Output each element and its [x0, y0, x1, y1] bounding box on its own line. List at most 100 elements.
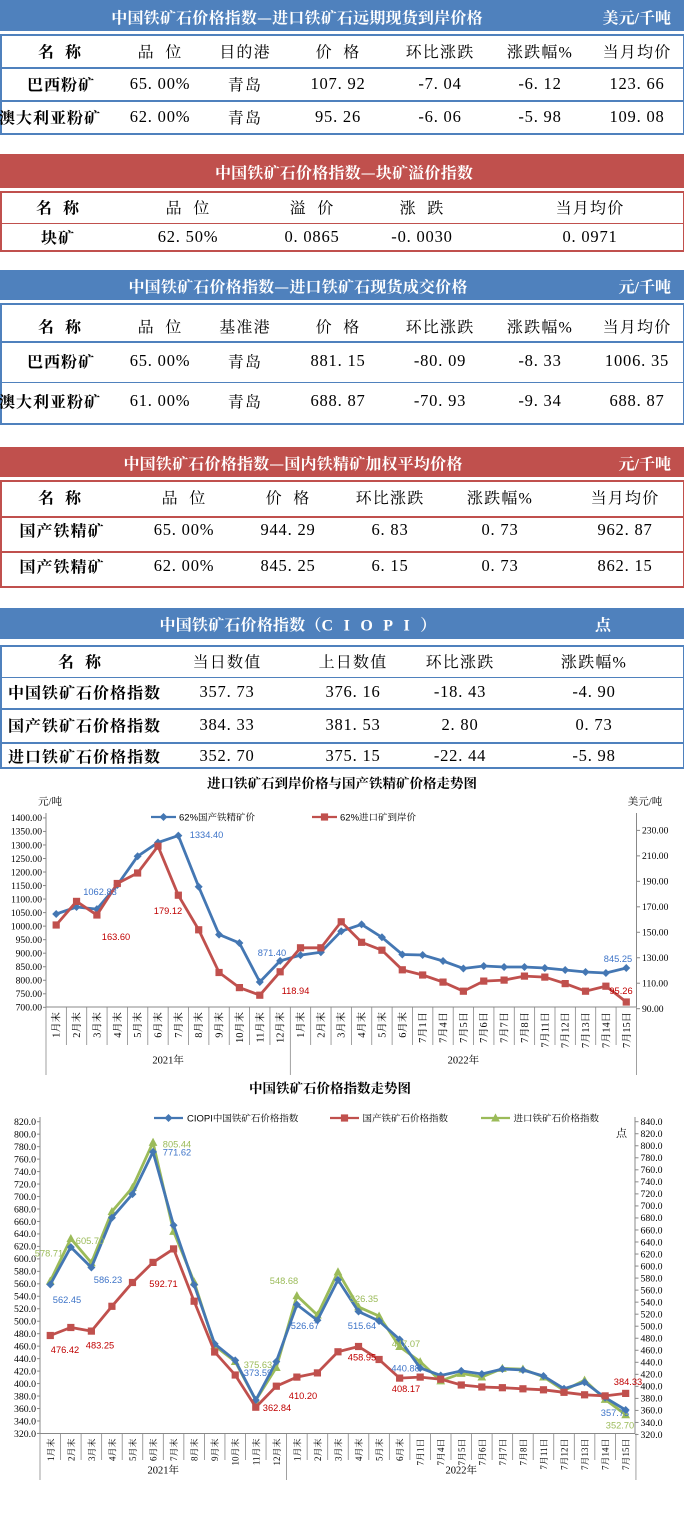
svg-text:7月15日: 7月15日: [619, 1439, 632, 1471]
svg-text:526.35: 526.35: [350, 1294, 378, 1304]
svg-text:373.59: 373.59: [244, 1368, 272, 1378]
svg-text:480.0: 480.0: [14, 1329, 36, 1340]
svg-text:7月13日: 7月13日: [577, 1012, 592, 1048]
svg-text:740.0: 740.0: [14, 1167, 36, 1178]
svg-text:562.45: 562.45: [53, 1295, 81, 1305]
svg-text:800.0: 800.0: [14, 1129, 36, 1140]
svg-text:7月末: 7月末: [167, 1439, 180, 1462]
svg-text:780.0: 780.0: [14, 1142, 36, 1153]
svg-text:1月末: 1月末: [44, 1439, 57, 1462]
svg-text:620.0: 620.0: [14, 1242, 36, 1253]
svg-text:760.0: 760.0: [14, 1154, 36, 1165]
svg-text:5月末: 5月末: [373, 1439, 386, 1462]
svg-text:440.88: 440.88: [391, 1364, 419, 1374]
svg-text:480.0: 480.0: [641, 1334, 663, 1345]
svg-text:410.20: 410.20: [289, 1391, 317, 1401]
svg-text:660.0: 660.0: [641, 1225, 663, 1236]
svg-text:580.0: 580.0: [14, 1267, 36, 1278]
svg-text:7月末: 7月末: [170, 1012, 185, 1038]
svg-text:1100.00: 1100.00: [11, 894, 42, 905]
svg-text:600.0: 600.0: [14, 1254, 36, 1265]
svg-text:10月末: 10月末: [229, 1439, 242, 1466]
svg-text:384.33: 384.33: [614, 1377, 642, 1387]
svg-text:771.62: 771.62: [163, 1148, 191, 1158]
svg-text:700.00: 700.00: [16, 1003, 43, 1014]
svg-text:805.44: 805.44: [163, 1140, 191, 1150]
svg-text:500.0: 500.0: [641, 1322, 663, 1333]
svg-text:447.07: 447.07: [392, 1339, 420, 1349]
svg-text:元/吨: 元/吨: [38, 794, 62, 809]
svg-text:6月末: 6月末: [149, 1012, 164, 1038]
svg-text:500.0: 500.0: [14, 1317, 36, 1328]
svg-text:820.0: 820.0: [14, 1117, 36, 1128]
svg-text:560.0: 560.0: [14, 1279, 36, 1290]
svg-text:440.0: 440.0: [641, 1358, 663, 1369]
svg-text:4月末: 4月末: [352, 1439, 365, 1462]
svg-text:780.0: 780.0: [641, 1153, 663, 1164]
svg-text:1300.00: 1300.00: [11, 840, 42, 851]
svg-text:700.0: 700.0: [14, 1192, 36, 1203]
svg-text:2月末: 2月末: [312, 1012, 327, 1038]
svg-text:1000.00: 1000.00: [11, 921, 42, 932]
svg-text:1月末: 1月末: [290, 1439, 303, 1462]
svg-text:7月13日: 7月13日: [578, 1439, 591, 1471]
svg-text:7月12日: 7月12日: [558, 1439, 571, 1471]
svg-text:170.00: 170.00: [642, 902, 669, 913]
svg-text:国产铁矿石价格指数: 国产铁矿石价格指数: [363, 1111, 449, 1125]
svg-text:9月末: 9月末: [208, 1439, 221, 1462]
svg-text:340.0: 340.0: [14, 1416, 36, 1427]
svg-text:540.0: 540.0: [14, 1292, 36, 1303]
svg-text:美元/吨: 美元/吨: [628, 794, 663, 809]
svg-text:840.0: 840.0: [641, 1117, 663, 1128]
svg-text:6月末: 6月末: [147, 1439, 160, 1462]
svg-text:800.0: 800.0: [641, 1141, 663, 1152]
svg-text:7月4日: 7月4日: [435, 1012, 450, 1043]
svg-text:进口铁矿石价格指数: 进口铁矿石价格指数: [514, 1111, 600, 1125]
svg-text:440.0: 440.0: [14, 1354, 36, 1365]
svg-text:460.0: 460.0: [641, 1346, 663, 1357]
svg-text:680.0: 680.0: [641, 1213, 663, 1224]
svg-text:7月4日: 7月4日: [434, 1439, 447, 1466]
svg-text:1400.00: 1400.00: [11, 813, 42, 824]
svg-text:605.70: 605.70: [76, 1236, 104, 1246]
svg-text:380.0: 380.0: [14, 1391, 36, 1402]
svg-text:408.17: 408.17: [392, 1384, 420, 1394]
svg-text:3月末: 3月末: [85, 1439, 98, 1462]
svg-text:420.0: 420.0: [641, 1370, 663, 1381]
svg-text:400.0: 400.0: [14, 1379, 36, 1390]
svg-text:362.84: 362.84: [263, 1403, 291, 1413]
svg-text:1150.00: 1150.00: [11, 881, 42, 892]
svg-text:580.0: 580.0: [641, 1273, 663, 1284]
svg-text:460.0: 460.0: [14, 1341, 36, 1352]
svg-text:515.64: 515.64: [348, 1321, 376, 1331]
svg-text:360.0: 360.0: [14, 1404, 36, 1415]
svg-text:7月11日: 7月11日: [536, 1012, 551, 1048]
svg-text:2021年: 2021年: [152, 1053, 184, 1068]
svg-text:210.00: 210.00: [642, 851, 669, 862]
svg-text:845.25: 845.25: [604, 954, 632, 964]
svg-text:526.67: 526.67: [291, 1321, 319, 1331]
svg-text:7月11日: 7月11日: [537, 1439, 550, 1470]
svg-text:548.68: 548.68: [270, 1276, 298, 1286]
svg-text:900.00: 900.00: [16, 949, 43, 960]
svg-text:5月末: 5月末: [373, 1012, 388, 1038]
svg-text:7月1日: 7月1日: [414, 1012, 429, 1043]
svg-text:点: 点: [616, 1125, 628, 1141]
svg-text:340.0: 340.0: [641, 1418, 663, 1429]
svg-text:8月末: 8月末: [190, 1012, 205, 1038]
svg-text:7月5日: 7月5日: [455, 1439, 468, 1466]
svg-text:357.73: 357.73: [601, 1408, 629, 1418]
svg-text:7月6日: 7月6日: [475, 1439, 488, 1466]
svg-text:179.12: 179.12: [154, 906, 182, 916]
svg-text:4月末: 4月末: [109, 1012, 124, 1038]
svg-text:7月8日: 7月8日: [516, 1439, 529, 1466]
svg-text:320.0: 320.0: [641, 1430, 663, 1441]
svg-text:1062.83: 1062.83: [83, 887, 117, 897]
svg-text:640.0: 640.0: [14, 1229, 36, 1240]
svg-text:680.0: 680.0: [14, 1204, 36, 1215]
svg-text:2月末: 2月末: [311, 1439, 324, 1462]
svg-text:11月末: 11月末: [251, 1012, 266, 1043]
svg-text:7月6日: 7月6日: [475, 1012, 490, 1043]
svg-text:2022年: 2022年: [448, 1053, 480, 1068]
svg-text:2月末: 2月末: [68, 1012, 83, 1038]
